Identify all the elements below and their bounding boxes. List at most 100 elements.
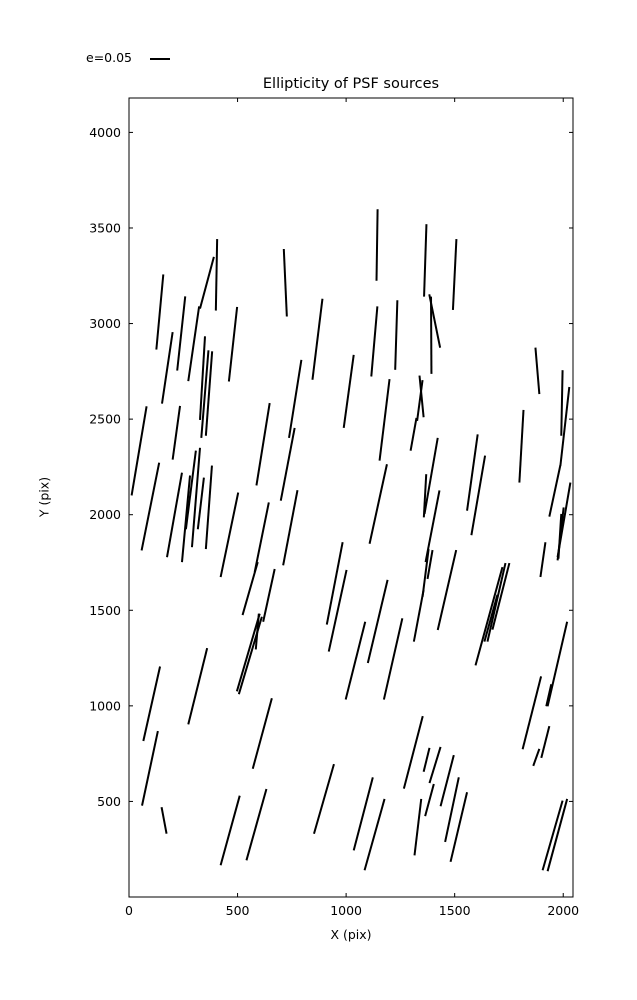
whisker-segment <box>521 676 543 750</box>
whisker-segment <box>366 579 389 664</box>
whisker-segment <box>416 380 424 421</box>
x-axis-label: X (pix) <box>330 927 372 942</box>
whisker-segment <box>466 434 479 511</box>
y-tick-label: 1500 <box>89 603 121 618</box>
whisker-segment <box>557 513 563 559</box>
whisker-segment <box>375 209 379 281</box>
whisker-segment <box>428 294 442 348</box>
whisker-segment <box>227 306 239 382</box>
whisker-segment <box>539 542 547 578</box>
whisker-segment <box>424 490 441 563</box>
whisker-segment <box>421 548 430 598</box>
whisker-segment <box>155 274 165 350</box>
whisker-segment <box>282 248 288 317</box>
whisker-segment <box>187 306 201 382</box>
whisker-segment <box>184 450 197 530</box>
whisker-segment <box>412 589 425 642</box>
whisker-segment <box>327 569 348 652</box>
whisker-segment <box>140 462 161 551</box>
whisker-segment <box>166 472 183 558</box>
whisker-segment <box>204 351 214 436</box>
whisker-segment <box>423 224 428 297</box>
whisker-segment <box>394 300 399 370</box>
whisker-segment <box>237 616 263 695</box>
whisker-segment <box>426 549 434 580</box>
y-tick-label: 2500 <box>89 412 121 427</box>
whisker-segment <box>288 359 303 439</box>
whisker-segment <box>541 800 564 871</box>
y-tick-label: 1000 <box>89 698 121 713</box>
whisker-segment <box>534 347 541 395</box>
plot-frame <box>128 97 574 898</box>
whisker-segment <box>235 613 261 692</box>
whisker-segment <box>262 568 276 622</box>
whisker-segment <box>559 386 571 466</box>
whisker-segment <box>325 542 344 625</box>
whisker-segment <box>545 684 553 707</box>
whisker-segment <box>342 354 355 429</box>
whisker-segment <box>219 492 240 578</box>
whisker-segment <box>491 562 511 630</box>
whisker-segment <box>518 409 525 483</box>
whisker-segment <box>141 730 159 806</box>
whisker-segment <box>451 239 458 311</box>
whisker-segment <box>142 666 162 742</box>
whisker-segment <box>413 798 423 856</box>
whisker-segment <box>160 806 168 834</box>
whisker-segment <box>483 594 499 642</box>
whisker-segment <box>214 239 219 311</box>
whisker-segment <box>560 370 564 436</box>
whisker-segment <box>546 621 569 707</box>
whisker-segment <box>470 455 487 536</box>
whisker-segment <box>363 798 386 871</box>
whisker-segment <box>439 754 455 807</box>
whisker-segment <box>418 375 425 418</box>
whisker-segment <box>245 788 268 861</box>
whisker-segment <box>130 406 148 496</box>
whisker-segment <box>378 379 391 461</box>
whisker-segment <box>436 549 458 631</box>
whisker-segment <box>370 306 379 377</box>
whisker-segment <box>546 798 569 872</box>
whisker-segment <box>474 566 504 666</box>
whisker-segment <box>219 795 241 866</box>
whisker-segment <box>540 725 551 759</box>
y-tick-label: 3000 <box>89 316 121 331</box>
y-tick-label: 2000 <box>89 507 121 522</box>
whisker-segment <box>198 336 206 420</box>
whisker-segment <box>532 748 541 767</box>
whisker-segment <box>196 477 205 530</box>
whisker-segment <box>428 746 442 784</box>
whisker-segment <box>409 417 418 451</box>
whisker-segment <box>311 298 324 380</box>
whisker-segment <box>171 405 182 460</box>
x-tick-label: 1000 <box>330 903 362 918</box>
whisker-segment <box>199 256 215 309</box>
whisker-segment <box>255 402 271 486</box>
whisker-segment <box>161 332 174 404</box>
whisker-segment <box>444 777 460 843</box>
whisker-segment <box>190 447 201 548</box>
whisker-segment <box>241 561 259 616</box>
x-tick-label: 0 <box>125 903 133 918</box>
whisker-segment <box>382 618 404 700</box>
whisker-segment <box>423 437 439 515</box>
whisker-segment <box>368 464 388 544</box>
whisker-segment <box>344 621 367 700</box>
whisker-segment <box>176 296 187 371</box>
whisker-segment <box>548 464 562 517</box>
y-tick-label: 500 <box>97 794 121 809</box>
whisker-segment <box>251 697 273 770</box>
legend-scale-line <box>150 58 170 60</box>
plot-title: Ellipticity of PSF sources <box>262 76 440 92</box>
y-axis-label: Y (pix) <box>36 476 52 518</box>
x-tick-label: 500 <box>226 903 250 918</box>
y-tick-label: 3500 <box>89 220 121 235</box>
legend-label: e=0.05 <box>86 50 132 65</box>
whisker-segment <box>279 427 296 501</box>
whisker-segment <box>422 747 431 773</box>
y-tick-label: 4000 <box>89 125 121 140</box>
whisker-segment <box>402 715 424 789</box>
